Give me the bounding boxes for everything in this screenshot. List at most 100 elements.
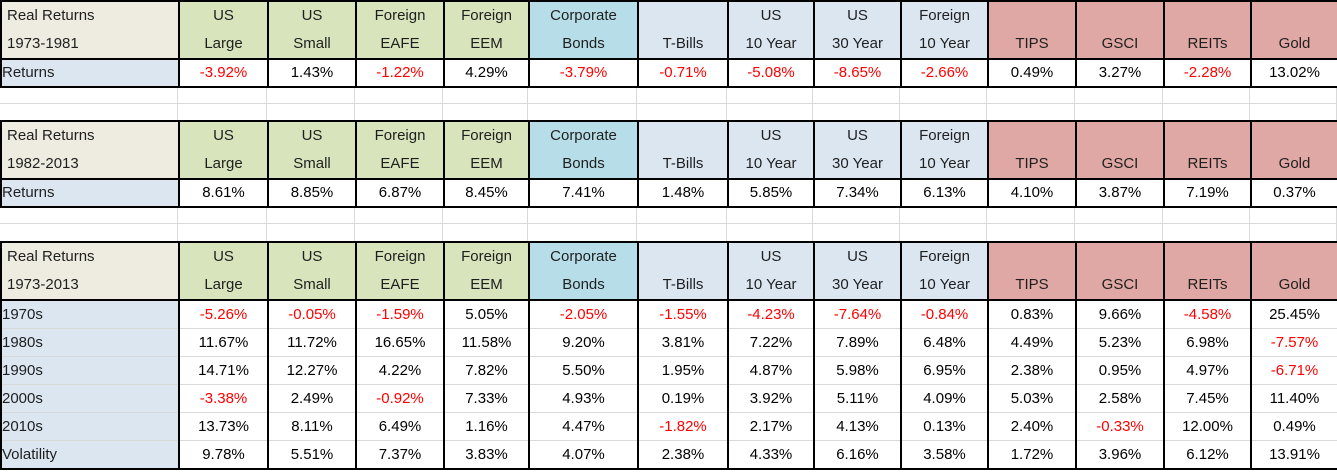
value-cell[interactable]: 5.23% xyxy=(1075,328,1165,357)
value-cell[interactable]: -1.82% xyxy=(637,412,729,441)
value-cell[interactable]: 9.66% xyxy=(1075,299,1165,329)
value-cell[interactable]: 8.45% xyxy=(443,178,530,208)
value-cell[interactable]: 6.48% xyxy=(900,328,989,357)
column-header-30-year[interactable]: US 30 Year xyxy=(813,120,902,180)
value-cell[interactable]: 0.83% xyxy=(987,299,1077,329)
value-cell[interactable]: -7.57% xyxy=(1250,328,1337,357)
value-cell[interactable]: 4.22% xyxy=(355,356,445,385)
column-header-10-year[interactable]: Foreign 10 Year xyxy=(900,241,989,301)
value-cell[interactable]: 6.12% xyxy=(1163,440,1252,470)
value-cell[interactable]: 6.87% xyxy=(355,178,445,208)
value-cell[interactable]: 7.22% xyxy=(727,328,815,357)
column-header-gsci[interactable]: GSCI xyxy=(1075,120,1165,180)
value-cell[interactable]: 8.11% xyxy=(267,412,357,441)
value-cell[interactable]: 4.97% xyxy=(1163,356,1252,385)
value-cell[interactable]: -0.05% xyxy=(267,299,357,329)
value-cell[interactable]: -1.59% xyxy=(355,299,445,329)
row-label-1980s[interactable]: 1980s xyxy=(0,328,180,357)
value-cell[interactable]: -2.05% xyxy=(528,299,639,329)
column-header-t-bills[interactable]: T-Bills xyxy=(637,241,729,301)
value-cell[interactable]: -6.71% xyxy=(1250,356,1337,385)
value-cell[interactable]: 2.49% xyxy=(267,384,357,413)
value-cell[interactable]: 4.47% xyxy=(528,412,639,441)
value-cell[interactable]: -8.65% xyxy=(813,58,902,88)
row-label-returns[interactable]: Returns xyxy=(0,58,180,88)
column-header-small[interactable]: US Small xyxy=(267,120,357,180)
value-cell[interactable]: 7.41% xyxy=(528,178,639,208)
value-cell[interactable]: 0.13% xyxy=(900,412,989,441)
column-header-10-year[interactable]: US 10 Year xyxy=(727,241,815,301)
value-cell[interactable]: 4.29% xyxy=(443,58,530,88)
value-cell[interactable]: 14.71% xyxy=(178,356,269,385)
column-header-eem[interactable]: Foreign EEM xyxy=(443,0,530,60)
value-cell[interactable]: 2.38% xyxy=(637,440,729,470)
value-cell[interactable]: 4.13% xyxy=(813,412,902,441)
value-cell[interactable]: 0.37% xyxy=(1250,178,1337,208)
column-header-bonds[interactable]: Corporate Bonds xyxy=(528,241,639,301)
value-cell[interactable]: -5.26% xyxy=(178,299,269,329)
column-header-10-year[interactable]: Foreign 10 Year xyxy=(900,120,989,180)
value-cell[interactable]: 5.05% xyxy=(443,299,530,329)
value-cell[interactable]: 7.45% xyxy=(1163,384,1252,413)
table-title-cell[interactable]: Real Returns 1982-2013 xyxy=(0,120,180,180)
value-cell[interactable]: 12.00% xyxy=(1163,412,1252,441)
column-header-gold[interactable]: Gold xyxy=(1250,241,1337,301)
column-header-30-year[interactable]: US 30 Year xyxy=(813,0,902,60)
value-cell[interactable]: 3.87% xyxy=(1075,178,1165,208)
value-cell[interactable]: -2.28% xyxy=(1163,58,1252,88)
column-header-gsci[interactable]: GSCI xyxy=(1075,241,1165,301)
value-cell[interactable]: 2.58% xyxy=(1075,384,1165,413)
value-cell[interactable]: 2.38% xyxy=(987,356,1077,385)
value-cell[interactable]: -0.84% xyxy=(900,299,989,329)
value-cell[interactable]: 5.85% xyxy=(727,178,815,208)
value-cell[interactable]: 7.89% xyxy=(813,328,902,357)
value-cell[interactable]: 1.43% xyxy=(267,58,357,88)
value-cell[interactable]: 6.49% xyxy=(355,412,445,441)
column-header-eafe[interactable]: Foreign EAFE xyxy=(355,241,445,301)
row-label-2010s[interactable]: 2010s xyxy=(0,412,180,441)
column-header-tips[interactable]: TIPS xyxy=(987,120,1077,180)
value-cell[interactable]: -0.92% xyxy=(355,384,445,413)
value-cell[interactable]: 0.49% xyxy=(987,58,1077,88)
table-title-cell[interactable]: Real Returns 1973-2013 xyxy=(0,241,180,301)
value-cell[interactable]: 8.61% xyxy=(178,178,269,208)
row-label-volatility[interactable]: Volatility xyxy=(0,440,180,470)
column-header-small[interactable]: US Small xyxy=(267,0,357,60)
value-cell[interactable]: 6.13% xyxy=(900,178,989,208)
column-header-gold[interactable]: Gold xyxy=(1250,120,1337,180)
value-cell[interactable]: 13.02% xyxy=(1250,58,1337,88)
value-cell[interactable]: 16.65% xyxy=(355,328,445,357)
value-cell[interactable]: 25.45% xyxy=(1250,299,1337,329)
column-header-small[interactable]: US Small xyxy=(267,241,357,301)
column-header-eem[interactable]: Foreign EEM xyxy=(443,120,530,180)
value-cell[interactable]: 0.19% xyxy=(637,384,729,413)
column-header-10-year[interactable]: US 10 Year xyxy=(727,0,815,60)
column-header-eafe[interactable]: Foreign EAFE xyxy=(355,120,445,180)
value-cell[interactable]: 6.16% xyxy=(813,440,902,470)
value-cell[interactable]: 6.95% xyxy=(900,356,989,385)
value-cell[interactable]: -1.22% xyxy=(355,58,445,88)
value-cell[interactable]: 4.33% xyxy=(727,440,815,470)
row-label-1970s[interactable]: 1970s xyxy=(0,299,180,329)
column-header-eafe[interactable]: Foreign EAFE xyxy=(355,0,445,60)
value-cell[interactable]: -3.92% xyxy=(178,58,269,88)
value-cell[interactable]: 1.95% xyxy=(637,356,729,385)
value-cell[interactable]: 8.85% xyxy=(267,178,357,208)
value-cell[interactable]: 4.93% xyxy=(528,384,639,413)
column-header-gsci[interactable]: GSCI xyxy=(1075,0,1165,60)
value-cell[interactable]: 11.67% xyxy=(178,328,269,357)
value-cell[interactable]: 4.07% xyxy=(528,440,639,470)
column-header-reits[interactable]: REITs xyxy=(1163,0,1252,60)
value-cell[interactable]: 5.98% xyxy=(813,356,902,385)
column-header-bonds[interactable]: Corporate Bonds xyxy=(528,120,639,180)
column-header-large[interactable]: US Large xyxy=(178,241,269,301)
column-header-eem[interactable]: Foreign EEM xyxy=(443,241,530,301)
value-cell[interactable]: 5.51% xyxy=(267,440,357,470)
column-header-10-year[interactable]: US 10 Year xyxy=(727,120,815,180)
value-cell[interactable]: 4.09% xyxy=(900,384,989,413)
column-header-t-bills[interactable]: T-Bills xyxy=(637,0,729,60)
column-header-large[interactable]: US Large xyxy=(178,120,269,180)
value-cell[interactable]: 7.82% xyxy=(443,356,530,385)
value-cell[interactable]: 7.37% xyxy=(355,440,445,470)
value-cell[interactable]: 9.78% xyxy=(178,440,269,470)
